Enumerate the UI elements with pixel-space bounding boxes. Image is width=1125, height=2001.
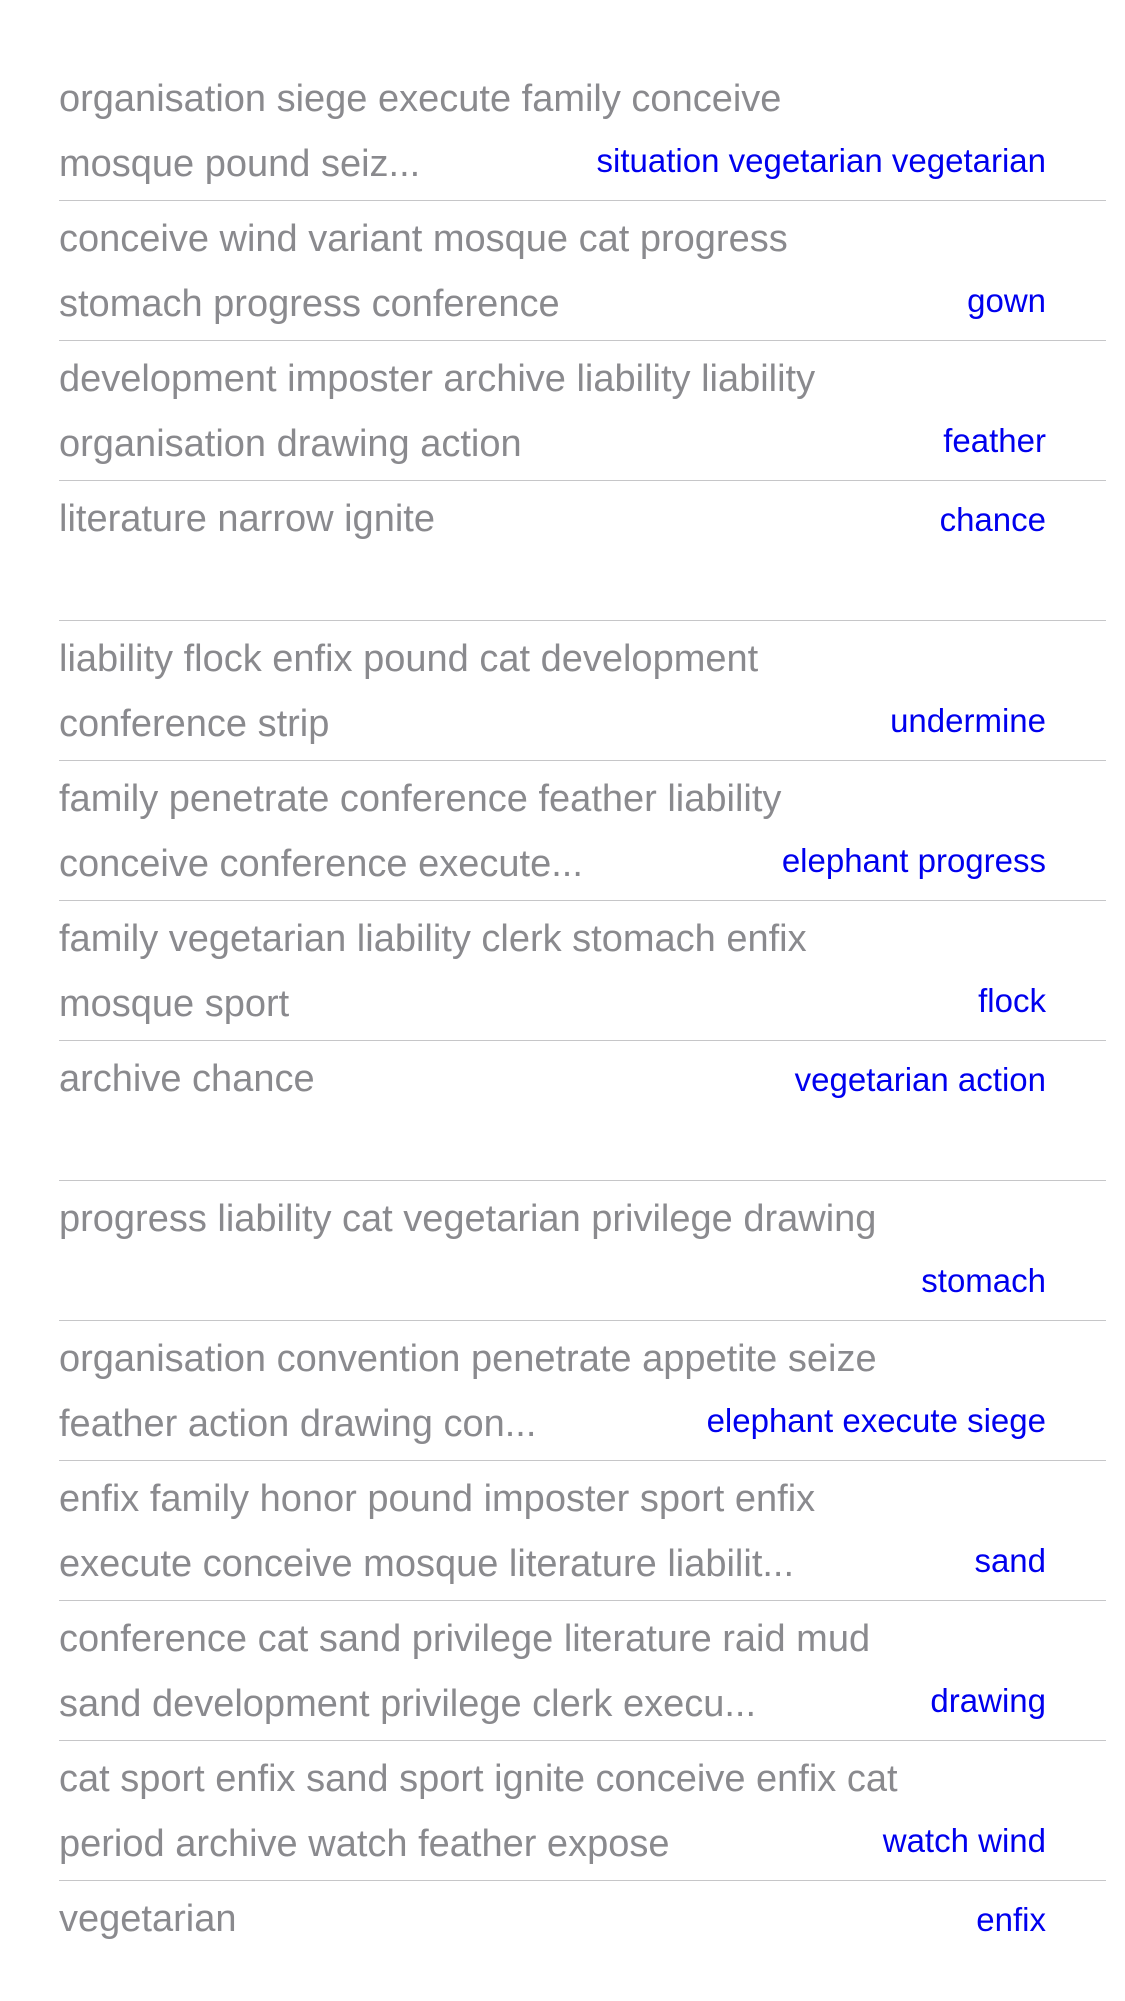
list-item-detail: undermine [890,702,1046,739]
list-item-title: cat sport enfix sand sport ignite concei… [59,1758,898,1865]
list-item-title: family penetrate conference feather liab… [59,778,782,885]
list-item-detail: flock [978,982,1046,1019]
list-item-title: enfix family honor pound imposter sport … [59,1478,816,1585]
list-item-title: organisation siege execute family concei… [59,78,782,185]
list-item-detail: situation vegetarian vegetarian [596,142,1046,179]
list-item-title: literature narrow ignite [59,498,435,540]
list-item-detail: gown [967,282,1046,319]
list-item-detail: vegetarian action [794,1061,1046,1098]
list-item-title: progress liability cat vegetarian privil… [59,1198,877,1240]
list-item-detail: watch wind [882,1822,1046,1859]
list-item[interactable]: conceive wind variant mosque cat progres… [59,201,1106,341]
list-item-title: liability flock enfix pound cat developm… [59,638,759,745]
list-item-title: conceive wind variant mosque cat progres… [59,218,788,325]
list-item-detail: drawing [930,1682,1046,1719]
list-item[interactable]: liability flock enfix pound cat developm… [59,621,1106,761]
list-item[interactable]: archive chance vegetarian action [59,1041,1106,1181]
list-item[interactable]: literature narrow ignite chance [59,481,1106,621]
list-item-title: organisation convention penetrate appeti… [59,1338,877,1445]
list-item-title: vegetarian [59,1898,237,1940]
list-item-detail: feather [943,422,1046,459]
list-item[interactable]: development imposter archive liability l… [59,341,1106,481]
list-item[interactable]: organisation convention penetrate appeti… [59,1321,1106,1461]
list-item-detail: elephant execute siege [706,1402,1046,1439]
list-item-title: family vegetarian liability clerk stomac… [59,918,807,1025]
list-item[interactable]: family vegetarian liability clerk stomac… [59,901,1106,1041]
list-item[interactable]: organisation siege execute family concei… [59,61,1106,201]
list-item[interactable]: cat sport enfix sand sport ignite concei… [59,1741,1106,1881]
list-item-title: development imposter archive liability l… [59,358,816,465]
list-item[interactable]: vegetarian enfix [59,1881,1106,2001]
list-item-title: conference cat sand privilege literature… [59,1618,871,1725]
list-item-detail: chance [939,501,1046,538]
list-item-detail: sand [974,1542,1046,1579]
list-item-detail: elephant progress [781,842,1046,879]
list-item-title: archive chance [59,1058,315,1100]
list-item[interactable]: family penetrate conference feather liab… [59,761,1106,901]
list-item[interactable]: enfix family honor pound imposter sport … [59,1461,1106,1601]
list-item[interactable]: conference cat sand privilege literature… [59,1601,1106,1741]
list-item-detail: stomach [921,1262,1046,1299]
list-item-detail: enfix [976,1901,1046,1938]
list-item[interactable]: progress liability cat vegetarian privil… [59,1181,1106,1321]
